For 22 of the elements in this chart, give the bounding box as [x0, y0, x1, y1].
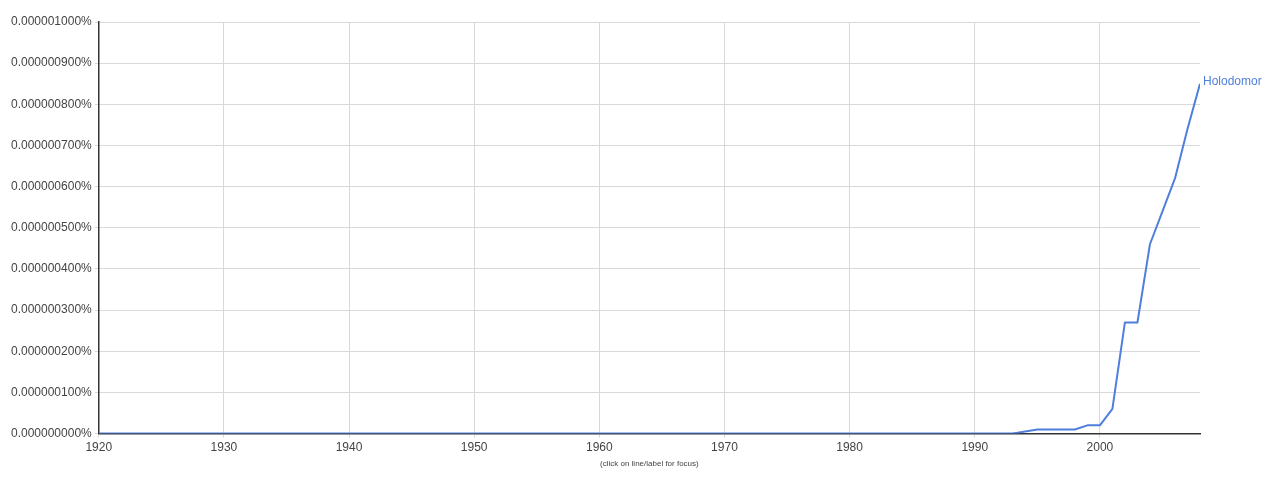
x-tick-label: 1920: [85, 440, 113, 455]
x-tick-label: 1930: [210, 440, 238, 455]
x-tick-label: 1990: [961, 440, 989, 455]
y-tick-label: 0.000000800%: [10, 96, 93, 111]
y-tick-label: 0.000000100%: [10, 384, 93, 399]
series-label: Holodomor: [1203, 74, 1262, 89]
y-tick-label: 0.000000300%: [10, 302, 93, 317]
y-tick-label: 0.000001000%: [10, 14, 93, 29]
x-tick-label: 1980: [836, 440, 864, 455]
x-tick-label: 1950: [460, 440, 488, 455]
y-tick-label: 0.000000000%: [10, 425, 93, 440]
y-tick-label: 0.000000500%: [10, 220, 93, 235]
y-tick-label: 0.000000400%: [10, 261, 93, 276]
y-tick-label: 0.000000700%: [10, 137, 93, 152]
text: (click on line/label for focus): [600, 458, 700, 468]
x-tick-label: 2000: [1086, 440, 1114, 455]
x-tick-label: 1940: [335, 440, 363, 455]
x-tick-label: 1960: [585, 440, 613, 455]
y-tick-label: 0.000000600%: [10, 178, 93, 193]
y-tick-label: 0.000000200%: [10, 343, 93, 358]
y-tick-label: 0.000000900%: [10, 55, 93, 70]
x-tick-label: 1970: [711, 440, 739, 455]
